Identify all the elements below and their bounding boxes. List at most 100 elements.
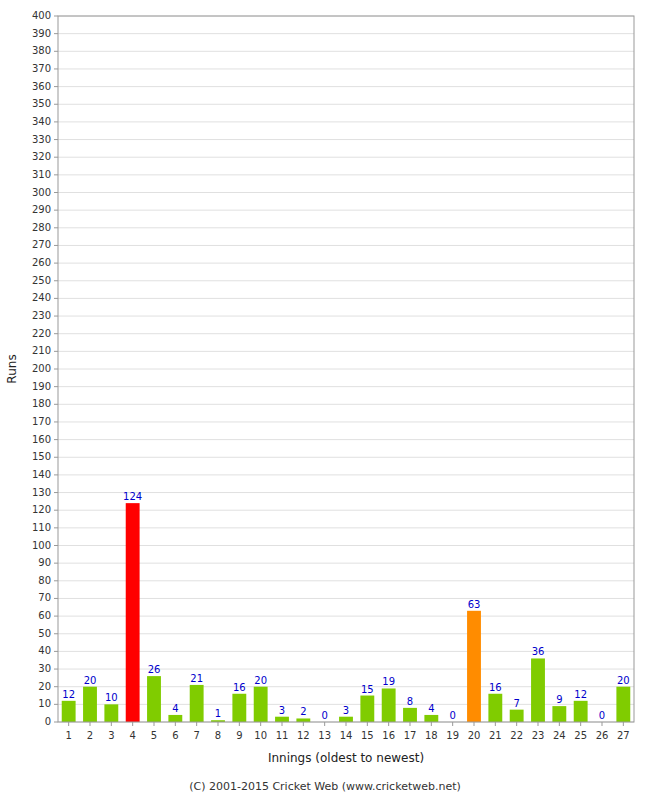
data-label: 36: [532, 646, 545, 657]
y-tick-label: 220: [32, 328, 51, 339]
bar: [339, 717, 353, 722]
data-labels: 1220101242642111620320315198406316736912…: [62, 491, 629, 721]
x-axis: 1234567891011121314151617181920212223242…: [65, 722, 629, 741]
bar: [382, 688, 396, 722]
data-label: 20: [254, 675, 267, 686]
data-label: 3: [279, 705, 285, 716]
data-label: 16: [489, 682, 502, 693]
x-tick: [388, 722, 389, 726]
bar: [232, 694, 246, 722]
y-axis: 0102030405060708090100110120130140150160…: [32, 10, 58, 727]
y-tick: [54, 104, 58, 105]
bar: [62, 701, 76, 722]
chart-container: 1220101242642111620320315198406316736912…: [0, 0, 650, 800]
bar: [83, 687, 97, 722]
x-tick: [282, 722, 283, 726]
data-label: 26: [148, 664, 161, 675]
x-tick-label: 9: [236, 730, 242, 741]
data-label: 12: [62, 689, 75, 700]
bar: [488, 694, 502, 722]
y-tick: [54, 492, 58, 493]
y-tick-label: 70: [38, 592, 51, 603]
data-label: 16: [233, 682, 246, 693]
x-tick-label: 25: [574, 730, 587, 741]
y-tick-label: 400: [32, 10, 51, 21]
grid-line: [58, 333, 634, 334]
y-tick-label: 230: [32, 310, 51, 321]
y-tick-label: 180: [32, 398, 51, 409]
y-tick-label: 130: [32, 487, 51, 498]
y-tick: [54, 616, 58, 617]
grid-line: [58, 563, 634, 564]
data-label: 0: [449, 710, 455, 721]
x-tick: [346, 722, 347, 726]
bar: [147, 676, 161, 722]
y-tick: [54, 139, 58, 140]
data-label: 124: [123, 491, 142, 502]
x-tick-label: 6: [172, 730, 178, 741]
y-tick: [54, 510, 58, 511]
bar: [254, 687, 268, 722]
y-tick: [54, 192, 58, 193]
y-tick-label: 110: [32, 522, 51, 533]
y-tick-label: 30: [38, 663, 51, 674]
grid-line: [58, 386, 634, 387]
y-tick-label: 160: [32, 434, 51, 445]
bar: [424, 715, 438, 722]
y-tick-label: 150: [32, 451, 51, 462]
grid-line: [58, 598, 634, 599]
x-tick-label: 2: [87, 730, 93, 741]
x-tick: [495, 722, 496, 726]
y-tick: [54, 210, 58, 211]
grid: [58, 16, 634, 722]
y-tick-label: 40: [38, 645, 51, 656]
x-tick: [111, 722, 112, 726]
x-tick-label: 23: [532, 730, 545, 741]
grid-line: [58, 457, 634, 458]
x-tick: [602, 722, 603, 726]
x-tick-label: 1: [65, 730, 71, 741]
y-tick: [54, 545, 58, 546]
x-tick-label: 18: [425, 730, 438, 741]
grid-line: [58, 157, 634, 158]
x-tick: [175, 722, 176, 726]
y-tick: [54, 121, 58, 122]
grid-line: [58, 51, 634, 52]
data-label: 8: [407, 696, 413, 707]
y-axis-label: Runs: [5, 354, 19, 383]
x-tick: [516, 722, 517, 726]
x-tick: [559, 722, 560, 726]
y-tick: [54, 563, 58, 564]
bar: [510, 710, 524, 722]
y-tick: [54, 316, 58, 317]
y-tick-label: 100: [32, 540, 51, 551]
grid-line: [58, 263, 634, 264]
y-tick: [54, 298, 58, 299]
x-tick: [623, 722, 624, 726]
grid-line: [58, 121, 634, 122]
data-label: 7: [513, 698, 519, 709]
x-tick-label: 24: [553, 730, 566, 741]
y-tick: [54, 651, 58, 652]
x-tick-label: 12: [297, 730, 310, 741]
data-label: 9: [556, 694, 562, 705]
plot-frame: [58, 16, 634, 722]
grid-line: [58, 280, 634, 281]
x-tick: [538, 722, 539, 726]
x-tick-label: 22: [510, 730, 523, 741]
x-tick: [580, 722, 581, 726]
y-tick-label: 120: [32, 504, 51, 515]
y-tick-label: 60: [38, 610, 51, 621]
y-tick: [54, 263, 58, 264]
bar: [403, 708, 417, 722]
y-tick-label: 20: [38, 681, 51, 692]
grid-line: [58, 686, 634, 687]
y-tick: [54, 174, 58, 175]
y-tick-label: 280: [32, 222, 51, 233]
y-tick-label: 360: [32, 81, 51, 92]
data-label: 0: [321, 710, 327, 721]
data-label: 10: [105, 692, 118, 703]
bar: [275, 717, 289, 722]
bar: [552, 706, 566, 722]
y-tick-label: 300: [32, 187, 51, 198]
